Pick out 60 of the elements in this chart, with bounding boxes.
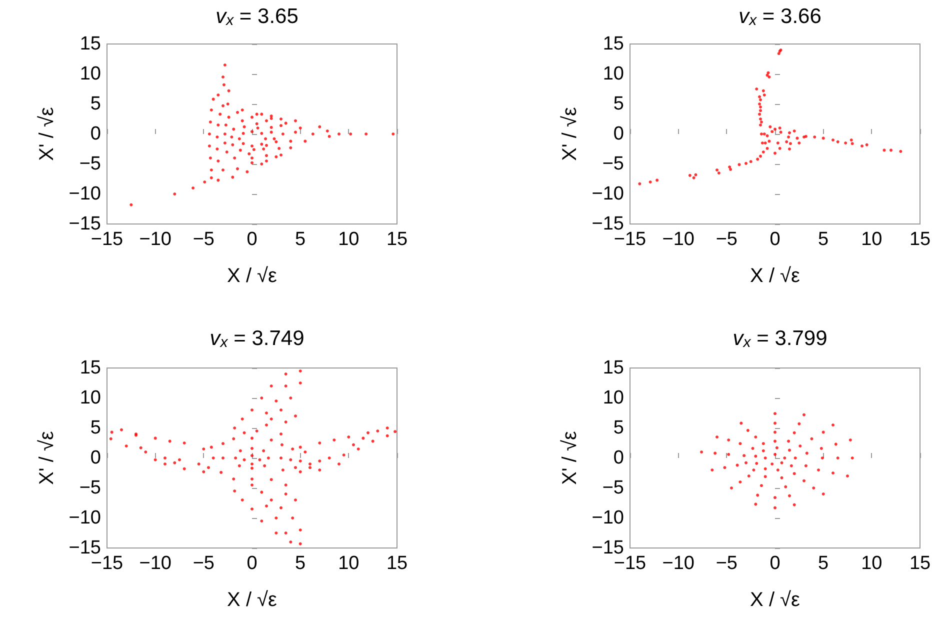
x-tick-label: 10 <box>861 553 882 574</box>
x-tick-label: 15 <box>386 229 408 250</box>
y-tick-label: 5 <box>90 418 101 438</box>
y-axis-title: X' / √ε <box>36 107 58 161</box>
y-tick-label: 0 <box>90 124 101 144</box>
x-tick-label: 10 <box>861 229 882 250</box>
y-tick-label: −15 <box>592 214 624 234</box>
x-tick-label: 15 <box>386 553 408 574</box>
y-axis-title: X' / √ε <box>36 431 58 485</box>
y-tick-label: 5 <box>613 94 624 114</box>
y-tick-label: 10 <box>80 64 101 84</box>
y-tick-label: −5 <box>79 154 101 174</box>
x-tick-label: −5 <box>716 229 738 250</box>
y-tick-label: −10 <box>68 184 101 204</box>
y-tick-label: −10 <box>68 508 101 528</box>
y-tick-label: −5 <box>79 478 101 498</box>
x-tick-label: 15 <box>909 553 931 574</box>
x-tick-label: 5 <box>818 553 829 574</box>
x-tick-label: −10 <box>662 553 694 574</box>
x-tick-label: 5 <box>295 229 306 250</box>
x-tick-label: −5 <box>192 229 215 250</box>
x-tick-label: 0 <box>246 553 258 574</box>
y-tick-label: −10 <box>592 508 624 528</box>
y-tick-label: −10 <box>592 184 624 204</box>
y-tick-label: 15 <box>80 34 101 54</box>
x-axis-title: X / √ε <box>227 589 278 611</box>
x-tick-label: 10 <box>338 229 360 250</box>
y-axis-title: X' / √ε <box>559 107 581 161</box>
x-tick-label: 0 <box>770 229 780 250</box>
y-tick-label: 15 <box>602 34 624 54</box>
y-tick-label: −5 <box>602 478 624 498</box>
x-tick-label: −5 <box>192 553 215 574</box>
x-tick-label: 15 <box>909 229 931 250</box>
x-tick-label: 0 <box>770 553 780 574</box>
x-axis-title: X / √ε <box>227 265 278 287</box>
x-tick-label: −10 <box>662 229 694 250</box>
y-tick-label: 5 <box>613 418 624 438</box>
y-tick-label: −15 <box>68 214 101 234</box>
y-tick-label: 0 <box>90 448 101 468</box>
x-axis-title: X / √ε <box>750 265 800 287</box>
x-axis-title: X / √ε <box>750 589 800 611</box>
x-tick-label: 10 <box>338 553 360 574</box>
x-tick-label: 5 <box>295 553 306 574</box>
y-axis-title: X' / √ε <box>559 431 581 485</box>
x-tick-label: −10 <box>139 229 172 250</box>
y-tick-label: 15 <box>80 358 101 378</box>
y-tick-label: 10 <box>602 64 624 84</box>
y-tick-label: 5 <box>90 94 101 114</box>
y-tick-label: 10 <box>80 388 101 408</box>
y-tick-label: 0 <box>613 124 624 144</box>
y-tick-label: 15 <box>602 358 624 378</box>
y-tick-label: 0 <box>613 448 624 468</box>
x-tick-label: −5 <box>716 553 738 574</box>
x-tick-label: −10 <box>139 553 172 574</box>
y-tick-label: 10 <box>602 388 624 408</box>
y-tick-label: −5 <box>602 154 624 174</box>
x-tick-label: 0 <box>246 229 258 250</box>
y-tick-label: −15 <box>68 538 101 558</box>
x-tick-label: 5 <box>818 229 829 250</box>
y-tick-label: −15 <box>592 538 624 558</box>
